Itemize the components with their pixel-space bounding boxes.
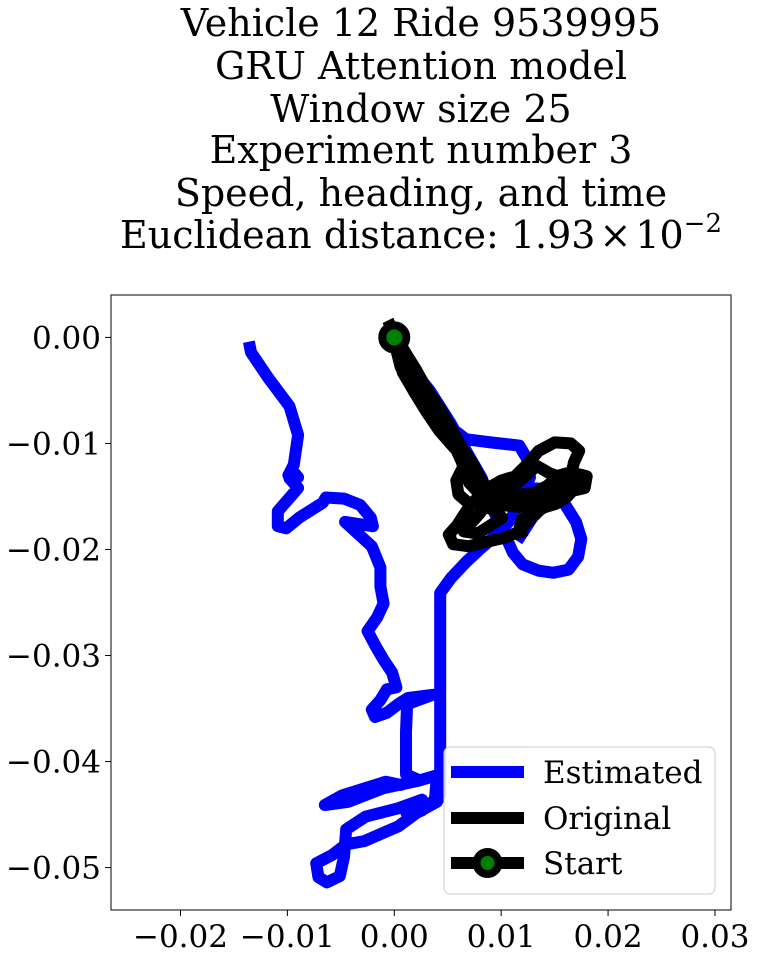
x-tick-label: 0.03 (680, 919, 749, 955)
title-metric-line: Euclidean distance: 1.93 × 10−2 (120, 209, 722, 257)
legend-label-estimated: Estimated (543, 755, 702, 791)
y-tick-label: −0.03 (6, 639, 101, 675)
x-tick-label: 0.01 (467, 919, 536, 955)
series-line-original (382, 317, 593, 553)
chart-title: Vehicle 12 Ride 9539995 GRU Attention mo… (120, 1, 722, 257)
title-metric-base: 10 (635, 213, 683, 257)
legend: Estimated Original Start (443, 746, 716, 895)
title-line-3: Window size 25 (270, 87, 571, 131)
title-metric-prefix: Euclidean distance: (120, 213, 511, 257)
y-tick-label: 0.00 (32, 320, 101, 356)
y-tick-label: −0.04 (6, 745, 101, 781)
y-tick-label: −0.02 (6, 532, 101, 568)
x-tick-label: −0.02 (133, 919, 228, 955)
legend-label-start: Start (543, 846, 623, 882)
x-tick-label: 0.02 (574, 919, 643, 955)
title-metric-exponent: −2 (684, 209, 722, 239)
title-line-5: Speed, heading, and time (175, 171, 667, 215)
title-line-4: Experiment number 3 (210, 128, 633, 172)
start-marker (378, 321, 411, 354)
x-tick-label: −0.01 (240, 919, 335, 955)
title-metric-mantissa: 1.93 (511, 213, 596, 257)
plot-frame (110, 294, 732, 911)
legend-label-original: Original (543, 801, 671, 837)
y-tick-label: −0.01 (6, 426, 101, 462)
x-tick-label: 0.00 (360, 919, 429, 955)
legend-marker-start (472, 848, 503, 878)
title-line-2: GRU Attention model (215, 44, 627, 88)
y-axis-ticks: 0.00 −0.01 −0.02 −0.03 −0.04 −0.05 (6, 320, 111, 887)
y-tick-label: −0.05 (6, 851, 101, 887)
title-metric-times: × (599, 213, 631, 257)
title-line-1: Vehicle 12 Ride 9539995 (180, 1, 661, 45)
x-axis-ticks: −0.02 −0.01 0.00 0.01 0.02 0.03 (133, 910, 749, 955)
series-layer (243, 317, 593, 889)
